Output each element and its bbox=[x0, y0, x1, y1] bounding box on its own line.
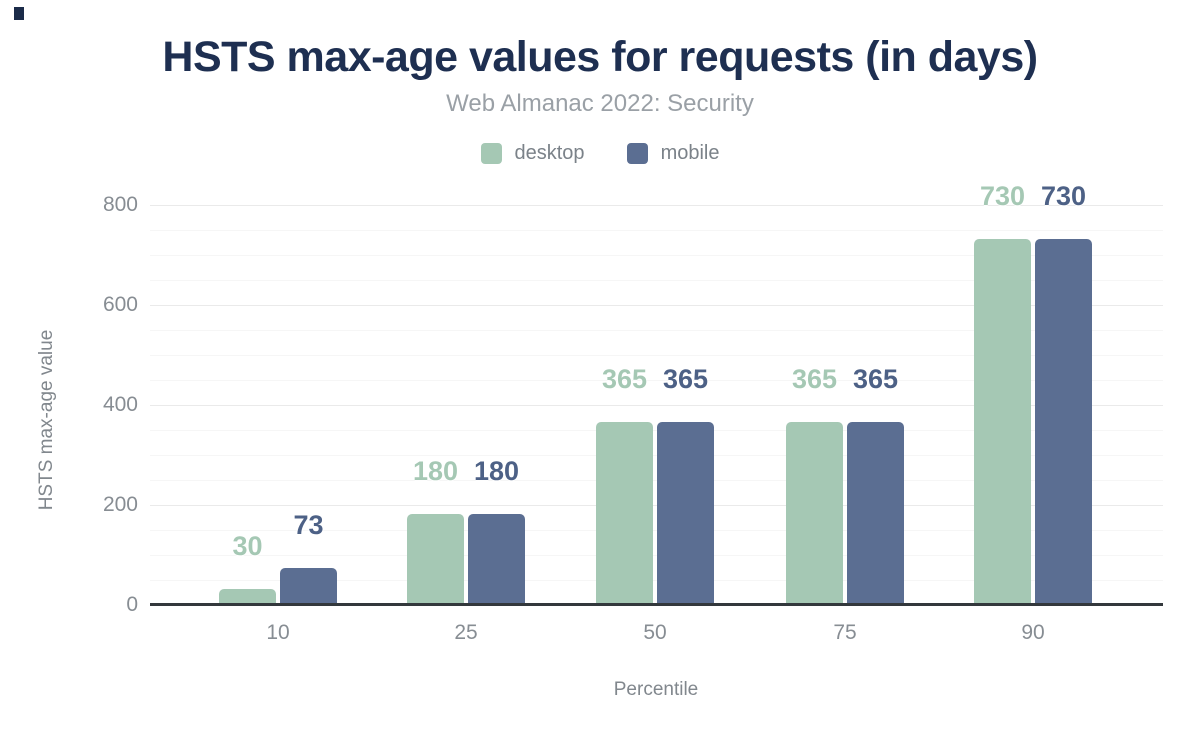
x-axis-tick-label-p10: 10 bbox=[266, 621, 290, 644]
bar-value-label-mobile-p25: 180 bbox=[473, 456, 520, 486]
y-axis-tick-label-600: 600 bbox=[102, 293, 138, 316]
x-axis-tick-label-p25: 25 bbox=[454, 621, 478, 644]
minor-gridline bbox=[150, 255, 1163, 256]
minor-gridline bbox=[150, 230, 1163, 231]
y-axis-tick-label-200: 200 bbox=[102, 493, 138, 516]
minor-gridline bbox=[150, 455, 1163, 456]
bar-desktop-p10 bbox=[219, 589, 276, 604]
bar-value-label-desktop-p50: 365 bbox=[601, 363, 648, 394]
major-gridline-600 bbox=[150, 305, 1163, 306]
x-axis-title: Percentile bbox=[613, 679, 699, 700]
x-axis-line bbox=[150, 603, 1163, 606]
bar-value-label-mobile-p75: 365 bbox=[852, 363, 899, 394]
bar-value-label-desktop-p75: 365 bbox=[791, 363, 838, 394]
x-axis-tick-label-p90: 90 bbox=[1021, 621, 1045, 644]
bar-mobile-p25 bbox=[468, 514, 525, 604]
minor-gridline bbox=[150, 280, 1163, 281]
major-gridline-200 bbox=[150, 505, 1163, 506]
legend-item-desktop: desktop bbox=[480, 141, 585, 165]
minor-gridline bbox=[150, 555, 1163, 556]
bar-value-label-mobile-p10: 73 bbox=[293, 509, 324, 540]
minor-gridline bbox=[150, 580, 1163, 581]
legend-swatch-mobile bbox=[626, 142, 648, 164]
bar-desktop-p25 bbox=[407, 514, 464, 604]
legend: desktop mobile bbox=[0, 141, 1200, 165]
bar-value-label-mobile-p90: 730 bbox=[1040, 181, 1087, 211]
chart-title: HSTS max-age values for requests (in day… bbox=[162, 33, 1038, 81]
x-axis-tick-label-p75: 75 bbox=[833, 621, 857, 644]
minor-gridline bbox=[150, 355, 1163, 356]
minor-gridline bbox=[150, 380, 1163, 381]
bar-desktop-p50 bbox=[596, 421, 653, 604]
bar-value-label-desktop-p25: 180 bbox=[412, 456, 459, 486]
bar-mobile-p90 bbox=[1035, 239, 1092, 604]
corner-mark bbox=[14, 7, 24, 20]
y-axis-tick-label-800: 800 bbox=[102, 193, 138, 216]
minor-gridline bbox=[150, 530, 1163, 531]
bar-mobile-p10 bbox=[280, 567, 337, 604]
minor-gridline bbox=[150, 330, 1163, 331]
bar-value-label-mobile-p50: 365 bbox=[662, 363, 709, 394]
chart-subtitle: Web Almanac 2022: Security bbox=[446, 90, 754, 117]
legend-label-mobile: mobile bbox=[660, 142, 720, 164]
bar-mobile-p75 bbox=[847, 421, 904, 604]
bar-value-label-desktop-p90: 730 bbox=[979, 181, 1026, 211]
x-axis-tick-label-p50: 50 bbox=[643, 621, 667, 644]
bar-desktop-p90 bbox=[974, 239, 1031, 604]
legend-swatch-desktop bbox=[480, 142, 502, 164]
legend-item-mobile: mobile bbox=[626, 141, 720, 165]
bar-desktop-p75 bbox=[786, 421, 843, 604]
legend-label-desktop: desktop bbox=[514, 142, 585, 164]
minor-gridline bbox=[150, 430, 1163, 431]
y-axis-title: HSTS max-age value bbox=[36, 329, 57, 511]
minor-gridline bbox=[150, 480, 1163, 481]
y-axis-tick-label-0: 0 bbox=[126, 593, 138, 616]
major-gridline-400 bbox=[150, 405, 1163, 406]
bar-mobile-p50 bbox=[657, 421, 714, 604]
y-axis-tick-label-400: 400 bbox=[102, 393, 138, 416]
bar-value-label-desktop-p10: 30 bbox=[232, 531, 263, 561]
major-gridline-800 bbox=[150, 205, 1163, 206]
